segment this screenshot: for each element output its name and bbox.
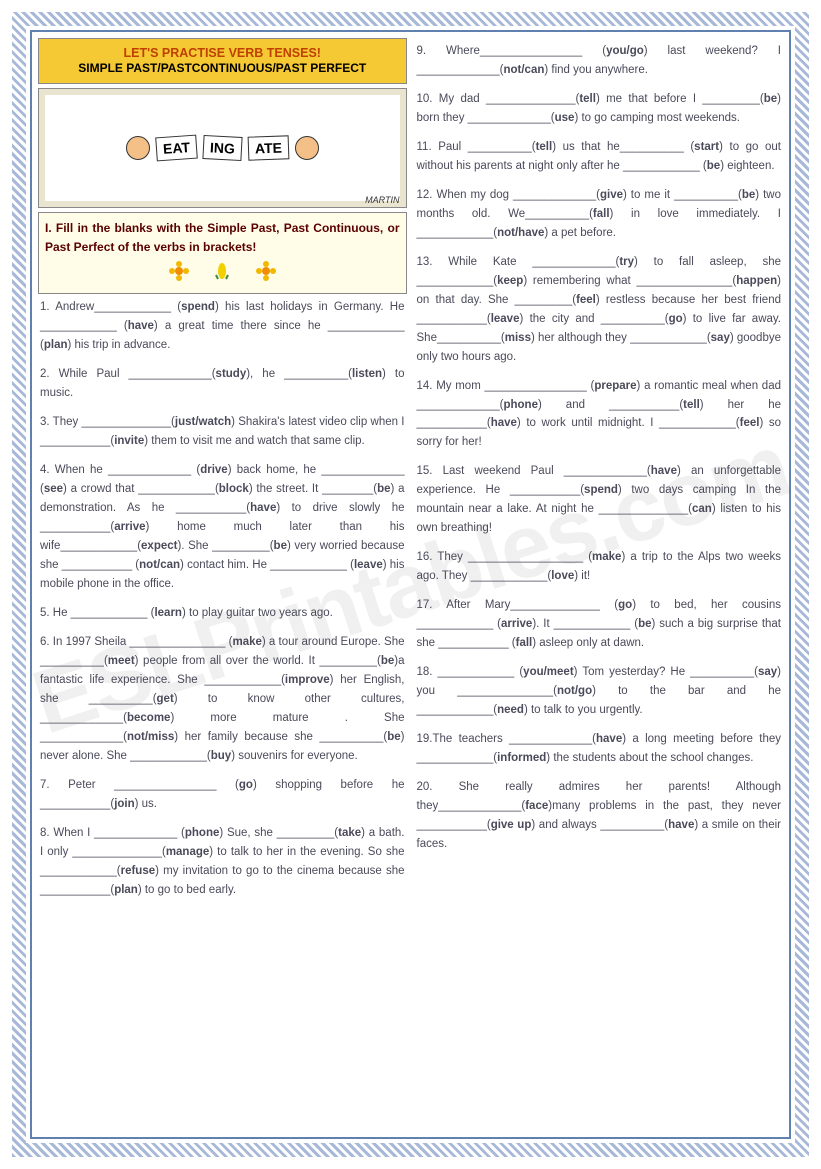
content-area: LET'S PRACTISE VERB TENSES! SIMPLE PAST/… [38, 38, 783, 1131]
cartoon-person [126, 136, 150, 160]
flower-decorations [45, 261, 400, 287]
exercise-item: 1. Andrew____________ (spend) his last h… [40, 298, 405, 355]
corn-icon [212, 261, 232, 281]
exercise-item: 19.The teachers _____________(have) a lo… [417, 730, 782, 768]
exercise-item: 8. When I _____________ (phone) Sue, she… [40, 824, 405, 900]
exercises-left: 1. Andrew____________ (spend) his last h… [38, 294, 407, 1131]
cartoon-signature: MARTIN [365, 195, 399, 205]
inner-frame: ESLPrintables.com LET'S PRACTISE VERB TE… [30, 30, 791, 1139]
title-box: LET'S PRACTISE VERB TENSES! SIMPLE PAST/… [38, 38, 407, 84]
cartoon-person [295, 136, 319, 160]
exercise-item: 11. Paul __________(tell) us that he____… [417, 138, 782, 176]
cartoon-image: EAT ING ATE MARTIN [38, 88, 407, 208]
exercise-item: 5. He ____________ (learn) to play guita… [40, 604, 405, 623]
cartoon-sign: ATE [247, 135, 289, 160]
title-line2: SIMPLE PAST/PASTCONTINUOUS/PAST PERFECT [43, 61, 402, 77]
exercise-item: 3. They ______________(just/watch) Shaki… [40, 413, 405, 451]
exercise-item: 2. While Paul _____________(study), he _… [40, 365, 405, 403]
cartoon-sign: EAT [155, 134, 198, 161]
exercise-item: 12. When my dog _____________(give) to m… [417, 186, 782, 243]
exercise-item: 13. While Kate _____________(try) to fal… [417, 253, 782, 367]
instructions-text: I. Fill in the blanks with the Simple Pa… [45, 221, 400, 254]
exercise-item: 17. After Mary______________ (go) to bed… [417, 596, 782, 653]
exercise-item: 4. When he _____________ (drive) back ho… [40, 461, 405, 594]
exercise-item: 20. She really admires her parents! Alth… [417, 778, 782, 854]
cartoon-sign: ING [202, 135, 242, 161]
left-column: LET'S PRACTISE VERB TENSES! SIMPLE PAST/… [38, 38, 407, 1131]
exercise-item: 9. Where________________ (you/go) last w… [417, 42, 782, 80]
exercise-item: 18. ____________ (you/meet) Tom yesterda… [417, 663, 782, 720]
exercise-item: 7. Peter ________________ (go) shopping … [40, 776, 405, 814]
exercise-item: 14. My mom ________________ (prepare) a … [417, 377, 782, 453]
page-border: ESLPrintables.com LET'S PRACTISE VERB TE… [12, 12, 809, 1157]
exercise-item: 15. Last weekend Paul _____________(have… [417, 462, 782, 538]
title-line1: LET'S PRACTISE VERB TENSES! [43, 45, 402, 61]
exercise-item: 16. They __________________ (make) a tri… [417, 548, 782, 586]
flower-icon [169, 261, 189, 281]
exercises-right: 9. Where________________ (you/go) last w… [415, 38, 784, 1131]
exercise-item: 10. My dad ______________(tell) me that … [417, 90, 782, 128]
right-column: 9. Where________________ (you/go) last w… [415, 38, 784, 1131]
flower-icon [256, 261, 276, 281]
exercise-item: 6. In 1997 Sheila _______________ (make)… [40, 633, 405, 766]
instructions-box: I. Fill in the blanks with the Simple Pa… [38, 212, 407, 295]
